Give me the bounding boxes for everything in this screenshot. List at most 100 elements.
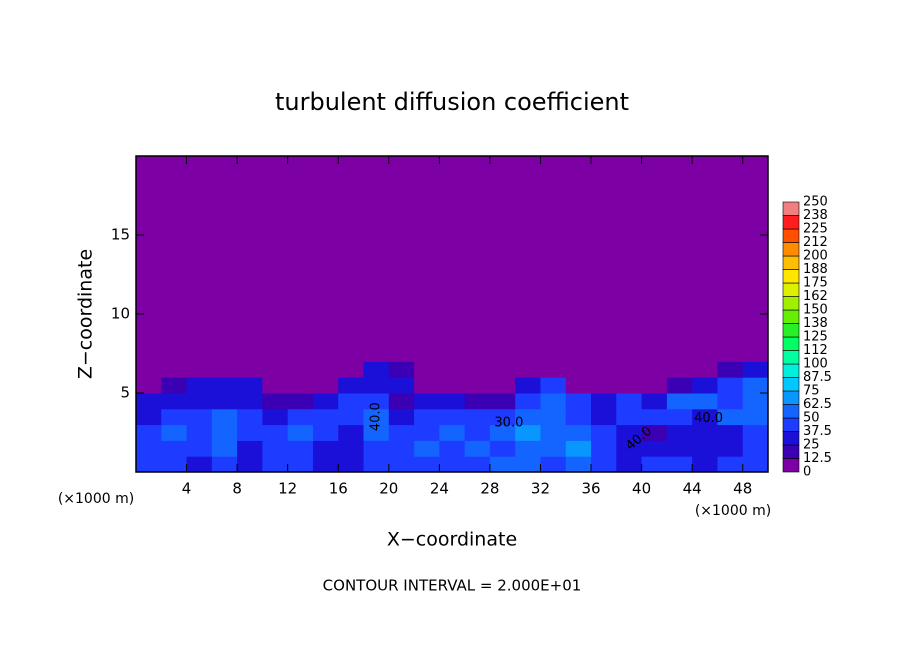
colorbar-box [782, 228, 800, 243]
field-cell [591, 156, 617, 347]
field-cell [414, 156, 440, 347]
colorbar-box [782, 417, 800, 432]
field-cell [565, 361, 592, 378]
colorbar-label: 12.5 [803, 451, 832, 466]
field-cell [742, 156, 769, 347]
field-cell [692, 424, 718, 441]
field-cell [388, 456, 415, 473]
field-cell [591, 361, 617, 378]
field-cell [186, 156, 213, 347]
field-cell [186, 377, 213, 394]
field-cell [540, 345, 567, 362]
field-cell [464, 361, 491, 378]
field-cell [388, 440, 415, 457]
field-cell [591, 456, 617, 473]
y-axis-label: Z−coordinate [75, 249, 97, 379]
field-cell [161, 361, 188, 378]
field-cell [565, 156, 592, 347]
field-cell [717, 456, 744, 473]
field-cell [287, 345, 314, 362]
colorbar-label: 162 [803, 289, 828, 304]
field-cell [363, 377, 390, 394]
field-cell [211, 156, 238, 347]
field-cell [186, 424, 213, 441]
field-cell [136, 393, 162, 410]
field-cell [742, 408, 769, 426]
colorbar-box [782, 282, 800, 297]
colorbar-box [782, 377, 800, 392]
x-tick-label: 32 [531, 480, 550, 498]
field-cell [312, 393, 339, 410]
field-cell [692, 156, 718, 347]
colorbar-box [782, 404, 800, 419]
field-cell [287, 377, 314, 394]
field-cell [565, 377, 592, 394]
field-cell [591, 408, 617, 426]
field-cell [312, 361, 339, 378]
field-cell [237, 156, 263, 347]
field-cell [414, 361, 440, 378]
field-cell [262, 408, 289, 426]
field-cell [211, 345, 238, 362]
field-cell [515, 456, 541, 473]
field-cell [717, 377, 744, 394]
field-cell [312, 345, 339, 362]
x-unit: (×1000 m) [695, 503, 771, 519]
field-cell [312, 424, 339, 441]
field-cell [616, 156, 643, 347]
field-cell [161, 440, 188, 457]
field-cell [641, 424, 668, 441]
field-cell [211, 408, 238, 426]
field-cell [641, 456, 668, 473]
field-cell [262, 424, 289, 441]
field-cell [211, 361, 238, 378]
field-cell [363, 408, 390, 426]
footer-note: CONTOUR INTERVAL = 2.000E+01 [323, 577, 582, 595]
field-cell [464, 440, 491, 457]
field-cell [388, 361, 415, 378]
field-cell [439, 345, 466, 362]
field-cell [414, 377, 440, 394]
colorbar-label: 125 [803, 330, 828, 345]
colorbar-box [782, 350, 800, 365]
field-cell [439, 361, 466, 378]
y-tick-label: 5 [120, 384, 130, 402]
colorbar-box [782, 215, 800, 230]
field-cell [338, 156, 365, 347]
field-cell [414, 345, 440, 362]
field-cell [515, 156, 541, 347]
field-cell [591, 377, 617, 394]
field-cell [591, 424, 617, 441]
field-cell [540, 424, 567, 441]
field-cell [666, 361, 693, 378]
field-cell [717, 408, 744, 426]
field-cell [616, 408, 643, 426]
field-cell [338, 377, 365, 394]
field-cell [489, 456, 516, 473]
field-cell [211, 393, 238, 410]
field-cell [338, 393, 365, 410]
field-cell [262, 156, 289, 347]
colorbar-label: 0 [803, 465, 811, 480]
field-cell [186, 456, 213, 473]
field-cell [262, 345, 289, 362]
field-cell [515, 377, 541, 394]
field-cell [515, 440, 541, 457]
field-cell [161, 345, 188, 362]
field-cell [489, 408, 516, 426]
field-cell [363, 361, 390, 378]
field-cell [439, 393, 466, 410]
field-cell [363, 456, 390, 473]
field-cell [717, 440, 744, 457]
field-cell [211, 424, 238, 441]
field-cell [591, 393, 617, 410]
colorbar-label: 225 [803, 222, 828, 237]
x-axis-label: X−coordinate [387, 529, 517, 551]
x-tick-label: 36 [581, 480, 600, 498]
field-cell [692, 377, 718, 394]
field-cell [287, 393, 314, 410]
field-cell [464, 456, 491, 473]
field-cell [591, 440, 617, 457]
field-cell [338, 440, 365, 457]
colorbar-label: 50 [803, 411, 820, 426]
